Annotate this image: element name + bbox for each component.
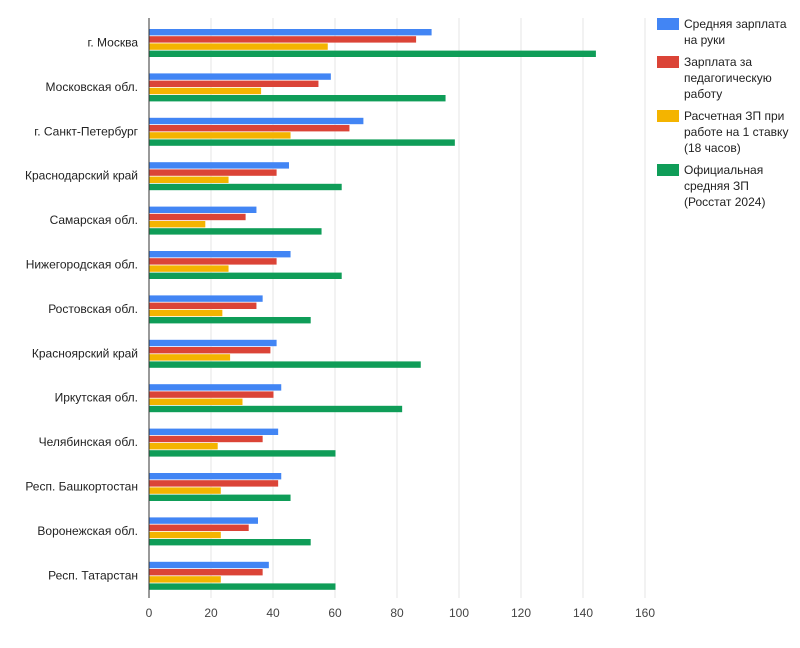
legend-label: Расчетная ЗП при работе на 1 ставку (18 ча… <box>684 109 789 155</box>
category-label: Самарская обл. <box>50 213 138 227</box>
legend-swatch <box>657 18 679 30</box>
bar <box>149 309 223 317</box>
bar <box>149 391 274 398</box>
category-label: Красноярский край <box>32 346 138 360</box>
category-label: г. Санкт-Петербург <box>34 124 138 138</box>
bar <box>149 183 342 191</box>
bar <box>149 125 350 132</box>
legend-item: Средняя зарплата на руки <box>657 16 797 48</box>
bars <box>149 29 596 590</box>
bar <box>149 139 455 146</box>
bar <box>149 169 277 176</box>
x-tick-label: 100 <box>449 606 469 620</box>
bar <box>149 272 342 279</box>
bar <box>149 561 269 569</box>
bar <box>149 405 403 413</box>
bar <box>149 524 249 531</box>
bar <box>149 228 322 235</box>
bar <box>149 302 257 309</box>
bar <box>149 176 229 183</box>
bar <box>149 95 446 102</box>
bar <box>149 339 277 347</box>
bar <box>149 428 279 435</box>
bar <box>149 398 243 405</box>
legend-swatch <box>657 164 679 176</box>
bar <box>149 251 291 258</box>
legend-item: Официальная средняя ЗП (Росстат 2024) <box>657 162 797 210</box>
bar <box>149 80 319 87</box>
bar <box>149 206 257 213</box>
bar <box>149 295 263 302</box>
bar <box>149 384 282 391</box>
bar <box>149 450 336 457</box>
category-label: Ростовская обл. <box>48 302 138 316</box>
legend: Средняя зарплата на руки Зарплата за педаго… <box>657 16 797 216</box>
x-tick-label: 80 <box>390 606 404 620</box>
bar <box>149 576 221 583</box>
bar <box>149 361 421 368</box>
category-labels: г. Москва Московская обл. г. Санкт-Петербу… <box>25 36 139 583</box>
category-label: Респ. Башкортостан <box>25 480 138 494</box>
x-tick-label: 60 <box>328 606 342 620</box>
legend-item: Зарплата за педагогическую работу <box>657 54 797 102</box>
bar <box>149 487 221 494</box>
bar <box>149 258 277 265</box>
x-tick-label: 0 <box>146 606 153 620</box>
legend-item: Расчетная ЗП при работе на 1 ставку (18 ча… <box>657 108 797 156</box>
x-tick-label: 40 <box>266 606 280 620</box>
category-label: Нижегородская обл. <box>26 258 138 272</box>
legend-label: Официальная средняя ЗП (Росстат 2024) <box>684 163 766 209</box>
category-label: Респ. Татарстан <box>48 568 138 582</box>
bar <box>149 583 336 590</box>
x-tick-label: 160 <box>635 606 655 620</box>
x-tick-label: 140 <box>573 606 593 620</box>
bar <box>149 569 263 576</box>
bar <box>149 480 279 487</box>
bar <box>149 50 596 57</box>
legend-label: Зарплата за педагогическую работу <box>684 55 772 101</box>
bar <box>149 117 364 125</box>
gridlines <box>210 18 646 598</box>
bar <box>149 162 289 169</box>
category-label: Краснодарский край <box>25 169 138 183</box>
bar <box>149 317 311 324</box>
legend-swatch <box>657 110 679 122</box>
bar <box>149 539 311 546</box>
bar <box>149 213 246 221</box>
bar <box>149 517 258 524</box>
category-label: Иркутская обл. <box>55 391 138 405</box>
bar <box>149 132 291 139</box>
legend-swatch <box>657 56 679 68</box>
x-tick-label: 120 <box>511 606 531 620</box>
category-label: Московская обл. <box>46 80 138 94</box>
x-tick-labels: 0 20 40 60 80 100 120 140 160 <box>146 606 656 620</box>
bar <box>149 221 206 228</box>
bar <box>149 36 417 43</box>
bar <box>149 435 263 443</box>
x-tick-label: 20 <box>204 606 218 620</box>
bar <box>149 265 229 272</box>
category-label: Воронежская обл. <box>37 524 138 538</box>
bar <box>149 473 282 480</box>
bar <box>149 494 291 501</box>
bar <box>149 43 328 50</box>
bar <box>149 73 331 80</box>
category-label: Челябинская обл. <box>39 435 138 449</box>
bar <box>149 354 231 361</box>
legend-label: Средняя зарплата на руки <box>684 17 787 47</box>
bar <box>149 29 432 36</box>
bar <box>149 87 262 95</box>
category-label: г. Москва <box>87 36 138 50</box>
bar <box>149 531 221 539</box>
bar <box>149 347 271 354</box>
bar <box>149 443 218 450</box>
